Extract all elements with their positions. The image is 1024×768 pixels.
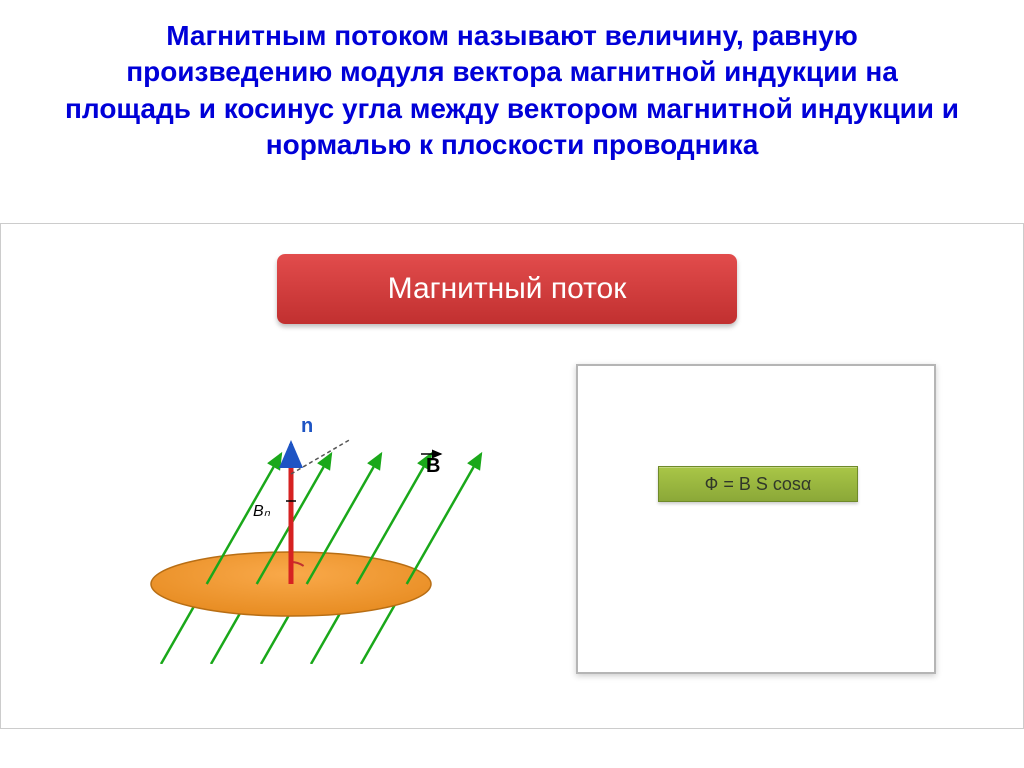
content-frame: Магнитный поток n Bₙ B Ф = B S cosα [0,223,1024,729]
svg-text:n: n [301,415,313,437]
formula-badge: Ф = B S cosα [658,466,858,502]
svg-text:B: B [426,455,440,477]
svg-text:Bₙ: Bₙ [253,503,271,520]
slide-title: Магнитным потоком называют величину, рав… [60,18,964,164]
topic-badge-text: Магнитный поток [388,272,627,306]
topic-badge: Магнитный поток [277,254,737,324]
magnetic-flux-diagram: n Bₙ B [81,374,501,664]
formula-text: Ф = B S cosα [705,474,812,495]
formula-panel: Ф = B S cosα [576,364,936,674]
